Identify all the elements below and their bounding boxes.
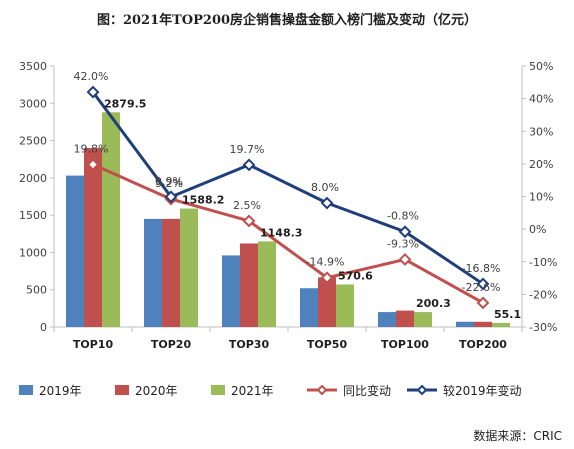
bar-2019年 xyxy=(222,255,240,327)
bar-2021年 xyxy=(414,312,432,327)
legend-label: 2019年 xyxy=(39,384,82,398)
line-同比变动 xyxy=(92,163,484,305)
line-marker-同比变动 xyxy=(242,214,256,228)
line-value-label: 19.8% xyxy=(74,143,109,156)
bar-2020年 xyxy=(318,277,336,327)
bar-2021年 xyxy=(180,208,198,327)
left-tick-label: 2000 xyxy=(19,172,47,185)
bar-2019年 xyxy=(456,321,474,327)
line-value-label: -0.8% xyxy=(387,210,419,223)
chart-title: 图：2021年TOP200房企销售操盘金额入榜门槛及变动（亿元） xyxy=(97,12,477,28)
bar-value-label: 1148.3 xyxy=(260,226,302,239)
bar-value-label: 55.1 xyxy=(494,308,521,321)
line-value-label: -14.9% xyxy=(306,256,345,269)
line-value-label: -22.6% xyxy=(462,281,501,294)
line-marker-较2019年变动 xyxy=(476,277,490,291)
bar-2021年 xyxy=(102,112,120,327)
legend-label: 同比变动 xyxy=(343,383,391,398)
category-label: TOP20 xyxy=(151,338,192,351)
bar-2021年 xyxy=(258,241,276,327)
right-tick-label: 10% xyxy=(529,191,553,204)
right-tick-label: 30% xyxy=(529,125,553,138)
line-marker-较2019年变动 xyxy=(242,158,256,172)
line-marker-较2019年变动 xyxy=(320,196,334,210)
line-value-label: 2.5% xyxy=(233,199,261,212)
line-较2019年变动 xyxy=(91,91,484,286)
line-value-label: -9.3% xyxy=(387,237,419,250)
category-label: TOP30 xyxy=(229,338,270,351)
right-tick-label: -20% xyxy=(529,288,557,301)
line-marker-同比变动 xyxy=(320,271,334,285)
left-tick-label: 1000 xyxy=(19,246,47,259)
bar-2020年 xyxy=(162,218,180,327)
line-value-label: 19.7% xyxy=(230,143,265,156)
bar-2020年 xyxy=(240,243,258,327)
bar-2020年 xyxy=(84,148,102,327)
legend-swatch xyxy=(211,385,225,395)
category-label: TOP100 xyxy=(381,338,429,351)
legend-marker xyxy=(416,384,428,396)
bar-2020年 xyxy=(474,321,492,327)
line-value-label: 9.2% xyxy=(155,177,183,190)
line-marker-较2019年变动 xyxy=(164,190,178,204)
left-tick-label: 500 xyxy=(26,284,47,297)
legend-marker xyxy=(316,384,328,396)
category-label: TOP10 xyxy=(73,338,114,351)
left-tick-label: 3500 xyxy=(19,60,47,73)
bar-value-label: 570.6 xyxy=(338,269,373,282)
source-note: 数据来源：CRIC xyxy=(473,428,562,443)
right-tick-label: -10% xyxy=(529,256,557,269)
bar-2019年 xyxy=(144,218,162,327)
legend-swatch xyxy=(115,385,129,395)
legend-label: 2020年 xyxy=(135,384,178,398)
line-marker-较2019年变动 xyxy=(398,225,412,239)
axes: 0 500 1000 1500 2000 2500 3000 3500 -30% -20% -10%… xyxy=(19,60,557,351)
line-marker-同比变动 xyxy=(86,158,100,171)
right-tick-label: -30% xyxy=(529,321,557,334)
bar-value-label: 1588.2 xyxy=(182,194,224,207)
bar-2020年 xyxy=(396,310,414,327)
right-tick-label: 0% xyxy=(529,223,546,236)
category-label: TOP200 xyxy=(459,338,507,351)
left-tick-label: 0 xyxy=(40,321,47,334)
bars xyxy=(66,112,510,327)
line-marker-较2019年变动 xyxy=(86,85,100,99)
line-value-label: -16.8% xyxy=(462,262,501,275)
bar-value-label: 2879.5 xyxy=(104,97,146,110)
line-value-label: 9.9% xyxy=(155,175,183,188)
line-value-label: 42.0% xyxy=(74,70,109,83)
right-tick-label: 20% xyxy=(529,158,553,171)
left-tick-label: 1500 xyxy=(19,209,47,222)
left-tick-label: 2500 xyxy=(19,135,47,148)
bar-2021年 xyxy=(336,284,354,327)
bar-2019年 xyxy=(378,312,396,327)
right-tick-label: 40% xyxy=(529,93,553,106)
legend-label: 较2019年变动 xyxy=(443,383,522,398)
legend-label: 2021年 xyxy=(231,384,274,398)
right-tick-label: 50% xyxy=(529,60,553,73)
lines xyxy=(86,85,490,310)
category-label: TOP50 xyxy=(307,338,348,351)
bar-value-label: 200.3 xyxy=(416,297,451,310)
left-tick-label: 3000 xyxy=(19,97,47,110)
bar-2021年 xyxy=(492,322,510,327)
legend: 2019年 2020年 2021年 同比变动 较2019年变动 xyxy=(19,383,522,398)
bar-2019年 xyxy=(300,288,318,327)
data-labels: 2879.5 1588.2 1148.3 570.6 200.3 55.1 19.8% 9.2… xyxy=(74,70,522,321)
bar-2019年 xyxy=(66,175,84,327)
line-marker-同比变动 xyxy=(398,253,412,266)
legend-swatch xyxy=(19,385,33,395)
line-marker-同比变动 xyxy=(476,296,490,310)
line-value-label: 8.0% xyxy=(311,181,339,194)
